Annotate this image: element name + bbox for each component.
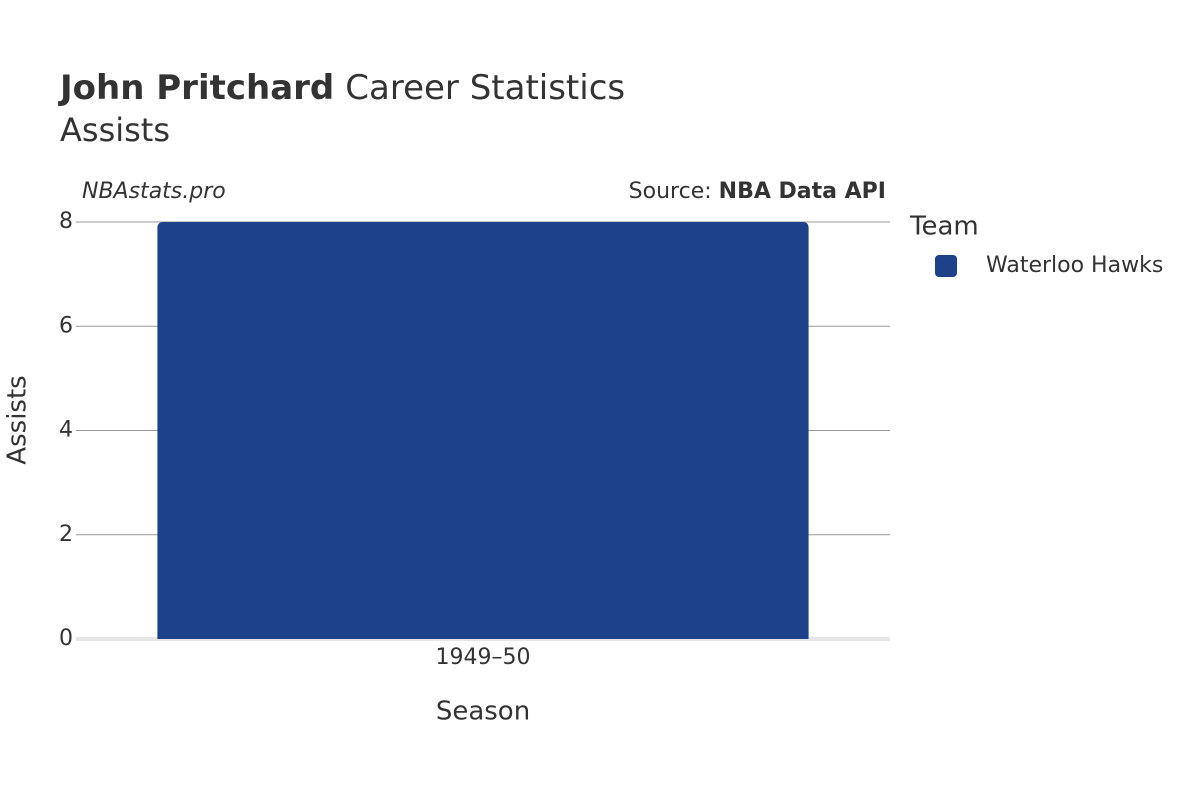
legend-label: Waterloo Hawks: [986, 253, 1163, 278]
chart-subtitle: Assists: [60, 111, 170, 149]
legend-swatch: [935, 255, 957, 277]
y-tick-label: 6: [59, 313, 73, 338]
legend-title: Team: [909, 212, 979, 242]
title-text: Career Statistics: [345, 68, 625, 108]
y-tick-label: 0: [59, 626, 73, 651]
bar: [157, 222, 809, 639]
x-tick-label: 1949–50: [436, 645, 531, 670]
y-tick-label: 2: [59, 522, 73, 547]
x-axis-label: Season: [436, 697, 530, 727]
y-tick-label: 8: [59, 209, 73, 234]
source-name: NBA Data API: [719, 179, 886, 204]
chart-title: John Pritchard Career Statistics: [58, 68, 625, 108]
y-axis-label: Assists: [3, 375, 33, 464]
source-label: Source:: [629, 179, 712, 204]
y-tick-label: 4: [59, 418, 73, 443]
watermark: NBAstats.pro: [82, 179, 226, 204]
title-name: John Pritchard: [58, 68, 334, 108]
source: Source: NBA Data API: [629, 179, 886, 204]
